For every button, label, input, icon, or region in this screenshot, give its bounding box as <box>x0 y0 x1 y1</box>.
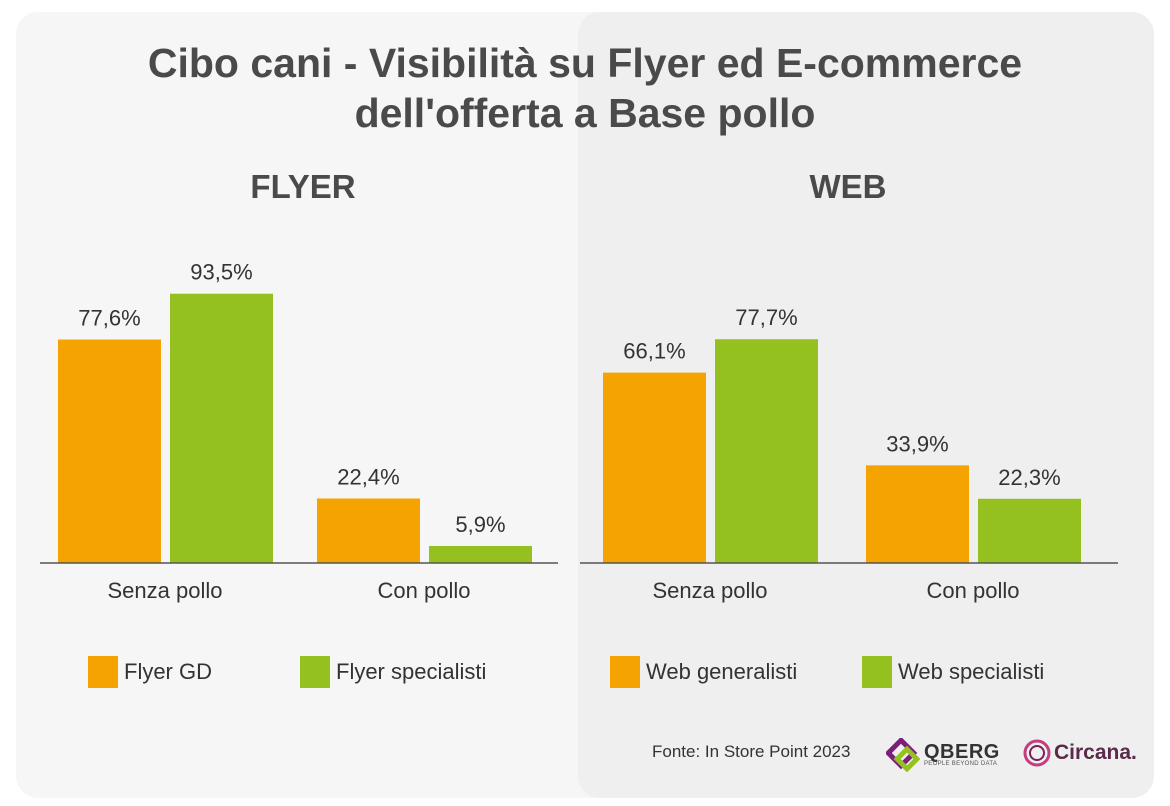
category-label-web-0: Senza pollo <box>653 578 768 603</box>
circana-logo: Circana. <box>1022 738 1137 768</box>
legend-swatch-orange <box>88 656 118 688</box>
flyer-panel-title: FLYER <box>250 168 356 205</box>
qberg-logo-text: QBERG <box>924 741 1000 763</box>
bar-flyer-1-1 <box>429 546 532 563</box>
qberg-logo-icon <box>886 738 920 772</box>
legend-label: Web specialisti <box>898 659 1045 684</box>
web-panel-title: WEB <box>809 168 887 205</box>
legend-label: Flyer specialisti <box>336 659 487 684</box>
legend-swatch-green <box>862 656 892 688</box>
category-label-flyer-0: Senza pollo <box>108 578 223 603</box>
legend-item-flyer-gd: Flyer GD <box>88 656 212 688</box>
chart-title: Cibo cani - Visibilità su Flyer ed E-com… <box>0 38 1170 138</box>
qberg-logo: QBERG PEOPLE BEYOND DATA <box>886 738 1000 772</box>
source-note: Fonte: In Store Point 2023 <box>652 742 851 761</box>
legend-item-web-specialisti: Web specialisti <box>862 656 1044 688</box>
circana-logo-icon <box>1023 739 1051 767</box>
bar-web-1-1 <box>978 498 1081 563</box>
bar-web-1-0 <box>866 465 969 563</box>
legend-label: Flyer GD <box>124 659 212 684</box>
data-label-web-1-1: 22,3% <box>998 465 1060 490</box>
data-label-flyer-1-0: 22,4% <box>337 464 399 489</box>
legend-item-flyer-specialisti: Flyer specialisti <box>300 656 486 688</box>
bar-web-0-1 <box>715 339 818 563</box>
data-label-flyer-0-1: 93,5% <box>190 260 252 285</box>
legend-item-web-generalisti: Web generalisti <box>610 656 797 688</box>
category-label-web-1: Con pollo <box>927 578 1020 603</box>
bar-flyer-0-1 <box>170 293 273 563</box>
data-label-web-1-0: 33,9% <box>886 431 948 456</box>
legend-label: Web generalisti <box>646 659 798 684</box>
legend-swatch-orange <box>610 656 640 688</box>
data-label-web-0-1: 77,7% <box>735 305 797 330</box>
data-label-flyer-0-0: 77,6% <box>78 306 140 331</box>
legend-swatch-green <box>300 656 330 688</box>
chart-title-line-1: Cibo cani - Visibilità su Flyer ed E-com… <box>147 40 1023 86</box>
bar-flyer-0-0 <box>58 339 161 563</box>
bar-web-0-0 <box>603 372 706 563</box>
qberg-logo-tagline: PEOPLE BEYOND DATA <box>924 761 998 767</box>
bar-flyer-1-0 <box>317 498 420 563</box>
data-label-web-0-0: 66,1% <box>623 339 685 364</box>
category-label-flyer-1: Con pollo <box>378 578 471 603</box>
circana-logo-text: Circana. <box>1054 741 1137 764</box>
data-label-flyer-1-1: 5,9% <box>455 512 505 537</box>
chart-title-line-2: dell'offerta a Base pollo <box>354 90 816 136</box>
